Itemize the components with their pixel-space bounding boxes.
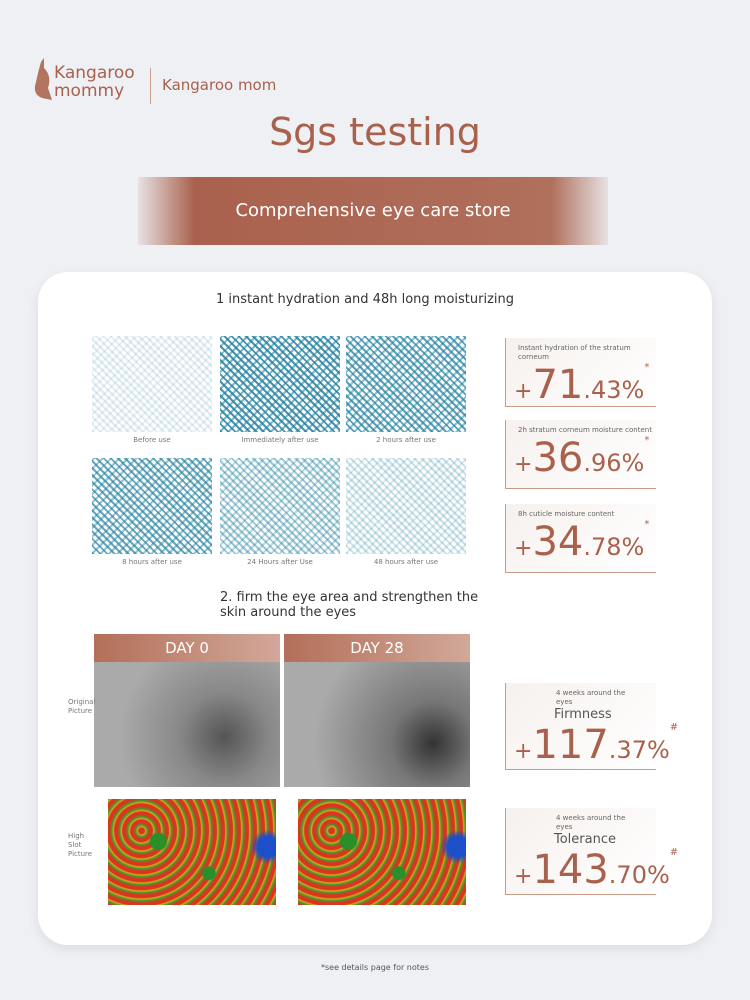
stat-part: + bbox=[514, 536, 533, 561]
stat-part: .96% bbox=[583, 449, 645, 477]
brand: Kangaroo mom bbox=[162, 76, 277, 94]
image-caption: 48 hours after use bbox=[373, 558, 439, 566]
hydration-image bbox=[220, 458, 340, 554]
image-caption: 24 Hours after Use bbox=[247, 558, 313, 566]
stat-part: + bbox=[514, 739, 533, 764]
stat-part: * bbox=[644, 519, 650, 530]
heatmap bbox=[94, 795, 280, 918]
stat-name: Tolerance bbox=[554, 832, 616, 847]
footnote: *see details page for notes bbox=[320, 963, 429, 972]
stat-part: * bbox=[644, 362, 650, 373]
stat-part: + bbox=[514, 864, 533, 889]
stat-part: + bbox=[514, 379, 533, 404]
stat-value: +36.96% * bbox=[514, 435, 656, 481]
stat-label: 4 weeks around the eyes bbox=[556, 689, 626, 706]
stat-part: # bbox=[669, 722, 679, 733]
stat-part: 36 bbox=[532, 435, 584, 481]
day-header: DAY 0 bbox=[94, 634, 280, 662]
stat-part: # bbox=[669, 847, 679, 858]
stat-part: * bbox=[644, 435, 650, 446]
stat-value: +143.70% # bbox=[514, 847, 678, 893]
stat-box: 4 weeks around the eyes Firmness +117.37% # bbox=[505, 683, 678, 770]
stat-label: 2h stratum corneum moisture content bbox=[518, 426, 652, 434]
stat-part: + bbox=[514, 452, 533, 477]
divider bbox=[150, 68, 151, 104]
stat-part: .43% bbox=[583, 376, 645, 404]
skin-photo bbox=[284, 662, 470, 787]
stat-label: Instant hydration of the stratum corneum bbox=[518, 344, 631, 361]
stat-part: .37% bbox=[608, 736, 670, 764]
image-caption: Immediately after use bbox=[241, 436, 319, 444]
hydration-image bbox=[346, 458, 466, 554]
stat-box: 2h stratum corneum moisture content +36.9… bbox=[505, 420, 656, 489]
stat-value: +34.78% * bbox=[514, 519, 656, 565]
stat-part: .78% bbox=[583, 533, 645, 561]
image-caption: 2 hours after use bbox=[376, 436, 436, 444]
hydration-image bbox=[346, 336, 466, 432]
logo-icon bbox=[34, 58, 52, 100]
stat-part: 71 bbox=[532, 362, 584, 408]
image-caption: Before use bbox=[133, 436, 171, 444]
day-header: DAY 28 bbox=[284, 634, 470, 662]
stat-name: Firmness bbox=[554, 707, 612, 722]
section-title: 2. firm the eye area and strengthen the … bbox=[220, 590, 479, 620]
title: Sgs testing bbox=[269, 110, 481, 154]
stat-part: 34 bbox=[532, 519, 584, 565]
stat-value: +117.37% # bbox=[514, 722, 678, 768]
logo-line: mommy bbox=[54, 81, 125, 101]
hydration-image bbox=[220, 336, 340, 432]
hydration-image bbox=[92, 458, 212, 554]
row-label: High Slot Picture bbox=[68, 832, 93, 858]
stat-box: 4 weeks around the eyes Tolerance +143.70%… bbox=[505, 808, 678, 895]
stat-value: +71.43% * bbox=[514, 362, 656, 408]
row-label: Original Picture bbox=[68, 698, 96, 715]
hydration-image bbox=[92, 336, 212, 432]
logo-text: Kangaroo mommy bbox=[54, 64, 135, 100]
stat-box: 8h cuticle moisture content +34.78% * bbox=[505, 504, 656, 573]
section-title: 1 instant hydration and 48h long moistur… bbox=[216, 292, 515, 307]
stat-part: 117 bbox=[532, 722, 609, 768]
banner: Comprehensive eye care store bbox=[138, 177, 608, 245]
logo-line: Kangaroo bbox=[54, 63, 135, 83]
heatmap bbox=[284, 795, 470, 918]
stat-label: 4 weeks around the eyes bbox=[556, 814, 626, 831]
stat-part: .70% bbox=[608, 861, 670, 889]
stat-part: 143 bbox=[532, 847, 609, 893]
skin-photo bbox=[94, 662, 280, 787]
stat-box: Instant hydration of the stratum corneum… bbox=[505, 338, 656, 408]
image-caption: 8 hours after use bbox=[122, 558, 182, 566]
stat-label: 8h cuticle moisture content bbox=[518, 510, 615, 518]
